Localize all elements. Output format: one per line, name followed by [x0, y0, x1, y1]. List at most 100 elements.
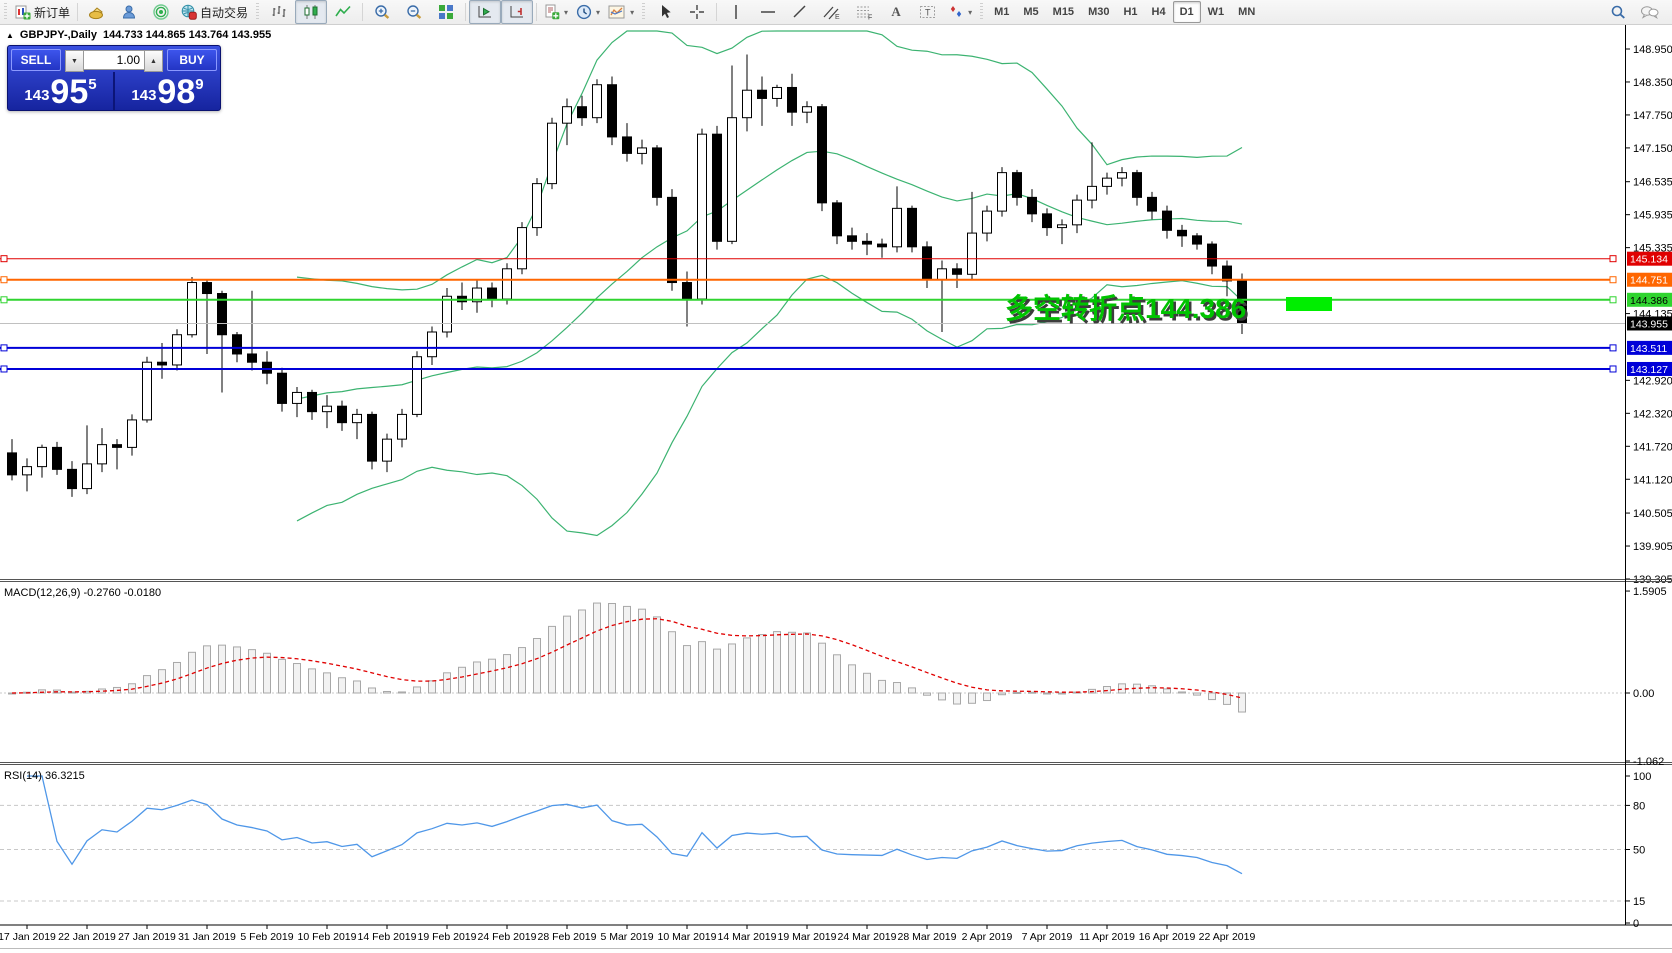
candle[interactable]: [757, 89, 767, 99]
candle[interactable]: [217, 293, 227, 336]
candle[interactable]: [742, 89, 752, 119]
candle[interactable]: [412, 356, 422, 415]
tab-timeframe-w1[interactable]: W1: [1207, 6, 1225, 18]
tab-timeframe-m5[interactable]: M5: [1023, 6, 1039, 18]
buy-price[interactable]: 143 98 9: [115, 72, 220, 110]
candle[interactable]: [112, 444, 122, 448]
text-tool[interactable]: A: [880, 0, 912, 24]
candle[interactable]: [1162, 210, 1172, 231]
candle[interactable]: [622, 136, 632, 154]
periods-button[interactable]: ▾: [572, 0, 604, 24]
candle[interactable]: [907, 207, 917, 248]
horizontal-line-tool[interactable]: [752, 0, 784, 24]
candle[interactable]: [577, 106, 587, 119]
cursor-button[interactable]: [649, 0, 681, 24]
hline-handle[interactable]: [0, 296, 8, 304]
candle[interactable]: [1117, 172, 1127, 179]
candle[interactable]: [1012, 172, 1022, 198]
candle[interactable]: [382, 438, 392, 462]
tab-timeframe-d1[interactable]: D1: [1172, 1, 1201, 23]
candle[interactable]: [847, 235, 857, 242]
candle[interactable]: [337, 405, 347, 424]
candle[interactable]: [202, 282, 212, 295]
templates-button[interactable]: ▾: [604, 0, 638, 24]
annotation-text[interactable]: 多空转折点144.386: [1005, 292, 1246, 324]
candle[interactable]: [637, 147, 647, 154]
auto-trading-button[interactable]: 自动交易: [177, 0, 252, 24]
candle[interactable]: [292, 391, 302, 404]
candle[interactable]: [157, 361, 167, 366]
candle[interactable]: [37, 446, 47, 468]
hline-handle[interactable]: [0, 344, 8, 352]
channel-tool[interactable]: E: [816, 0, 848, 24]
arrows-tool[interactable]: ▾: [944, 0, 976, 24]
candle[interactable]: [1102, 177, 1112, 187]
tab-timeframe-h1[interactable]: H1: [1123, 6, 1138, 18]
candle[interactable]: [397, 413, 407, 440]
candle[interactable]: [502, 268, 512, 300]
candle[interactable]: [427, 331, 437, 358]
candle[interactable]: [787, 86, 797, 113]
candle[interactable]: [277, 372, 287, 404]
candle[interactable]: [592, 84, 602, 119]
candle[interactable]: [967, 232, 977, 275]
candle[interactable]: [1057, 224, 1067, 229]
candle[interactable]: [697, 133, 707, 300]
crosshair-button[interactable]: [681, 0, 713, 24]
tab-timeframe-h4[interactable]: H4: [1151, 6, 1166, 18]
fibonacci-tool[interactable]: F: [848, 0, 880, 24]
sell-price[interactable]: 143 95 5: [8, 72, 113, 110]
candle[interactable]: [832, 202, 842, 237]
candle[interactable]: [877, 243, 887, 248]
highlight-rectangle-object[interactable]: [1286, 297, 1332, 311]
candle[interactable]: [97, 444, 107, 465]
candle[interactable]: [982, 210, 992, 234]
candle[interactable]: [307, 391, 317, 413]
candle[interactable]: [127, 419, 137, 448]
tab-timeframe-mn[interactable]: MN: [1238, 6, 1256, 18]
line-chart-button[interactable]: [327, 0, 359, 24]
candle[interactable]: [67, 468, 77, 490]
bar-chart-button[interactable]: [263, 0, 295, 24]
candle[interactable]: [232, 334, 242, 355]
zoom-in-button[interactable]: [366, 0, 398, 24]
zoom-out-button[interactable]: [398, 0, 430, 24]
candle[interactable]: [187, 282, 197, 336]
volume-increase-button[interactable]: ▲: [144, 50, 163, 72]
community-button[interactable]: [113, 0, 145, 24]
candle[interactable]: [352, 413, 362, 424]
hline-handle[interactable]: [0, 255, 8, 263]
candle[interactable]: [172, 334, 182, 366]
candle[interactable]: [892, 207, 902, 248]
market-button[interactable]: [81, 0, 113, 24]
candle[interactable]: [7, 452, 17, 476]
tab-timeframe-m15[interactable]: M15: [1052, 6, 1075, 18]
chart-canvas[interactable]: 148.950 148.350 147.750 147.150 146.535 145.9…: [0, 25, 1672, 953]
hline-handle[interactable]: [1609, 296, 1617, 304]
candle[interactable]: [1087, 185, 1097, 201]
candle[interactable]: [247, 353, 257, 363]
tab-timeframe-m30[interactable]: M30: [1088, 6, 1110, 18]
candle[interactable]: [682, 282, 692, 300]
chart-shift-button[interactable]: [501, 0, 534, 24]
candle[interactable]: [22, 466, 32, 476]
toolbar-grip[interactable]: [978, 3, 986, 21]
buy-button[interactable]: BUY: [167, 49, 217, 71]
candlestick-chart-button[interactable]: [295, 0, 328, 24]
candle[interactable]: [772, 86, 782, 99]
hline-handle[interactable]: [1609, 344, 1617, 352]
candle[interactable]: [802, 106, 812, 113]
candle[interactable]: [727, 117, 737, 242]
candle[interactable]: [937, 268, 947, 281]
candle[interactable]: [652, 147, 662, 198]
signals-button[interactable]: [145, 0, 177, 24]
hline-handle[interactable]: [1609, 276, 1617, 284]
candle[interactable]: [472, 287, 482, 303]
candle[interactable]: [487, 287, 497, 300]
text-label-tool[interactable]: T: [912, 0, 944, 24]
candle[interactable]: [1207, 243, 1217, 267]
hline-handle[interactable]: [0, 365, 8, 373]
tile-windows-button[interactable]: [430, 0, 462, 24]
candle[interactable]: [322, 405, 332, 413]
candle[interactable]: [1072, 199, 1082, 226]
